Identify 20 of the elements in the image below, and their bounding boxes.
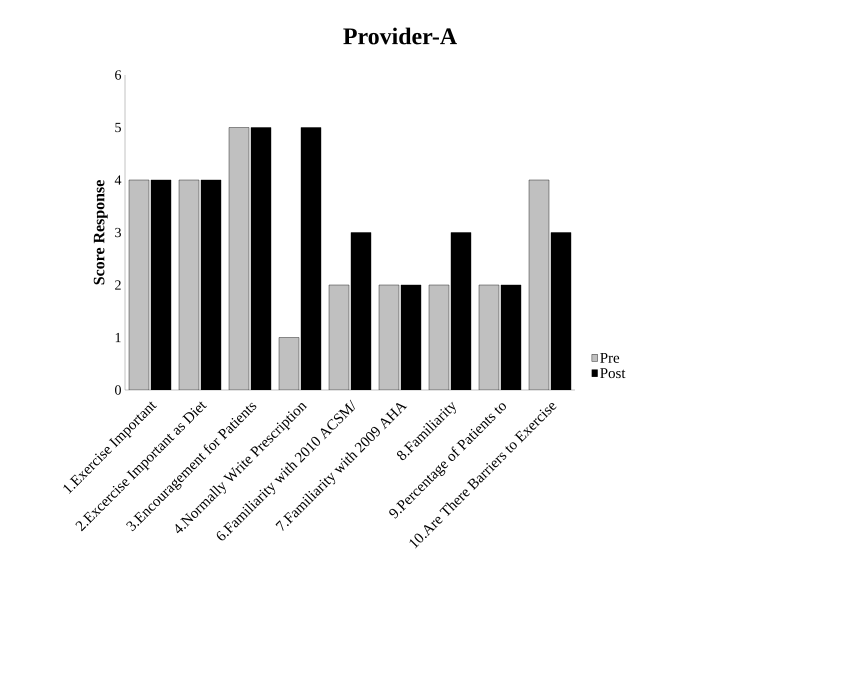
y-tick-label: 1: [116, 332, 121, 342]
y-tick-label: 6: [115, 70, 122, 80]
y-tick-label: 3: [115, 228, 121, 238]
bar: [528, 180, 550, 390]
bar: [328, 284, 350, 390]
bar: [178, 180, 200, 390]
y-axis-title: Score Response: [94, 180, 108, 284]
bar: [128, 180, 150, 390]
legend-label: Pre: [600, 352, 620, 363]
y-tick-label: 2: [115, 280, 121, 290]
y-tick-label: 5: [115, 122, 121, 132]
legend-label: Post: [600, 368, 626, 378]
bar: [228, 127, 250, 390]
chart-title: Provider-A: [343, 28, 457, 44]
bar: [278, 337, 300, 390]
bar: [428, 284, 450, 390]
bar: [378, 284, 400, 390]
y-tick-label: 4: [114, 175, 122, 185]
bar: [478, 284, 500, 390]
y-tick-label: 0: [115, 385, 121, 395]
